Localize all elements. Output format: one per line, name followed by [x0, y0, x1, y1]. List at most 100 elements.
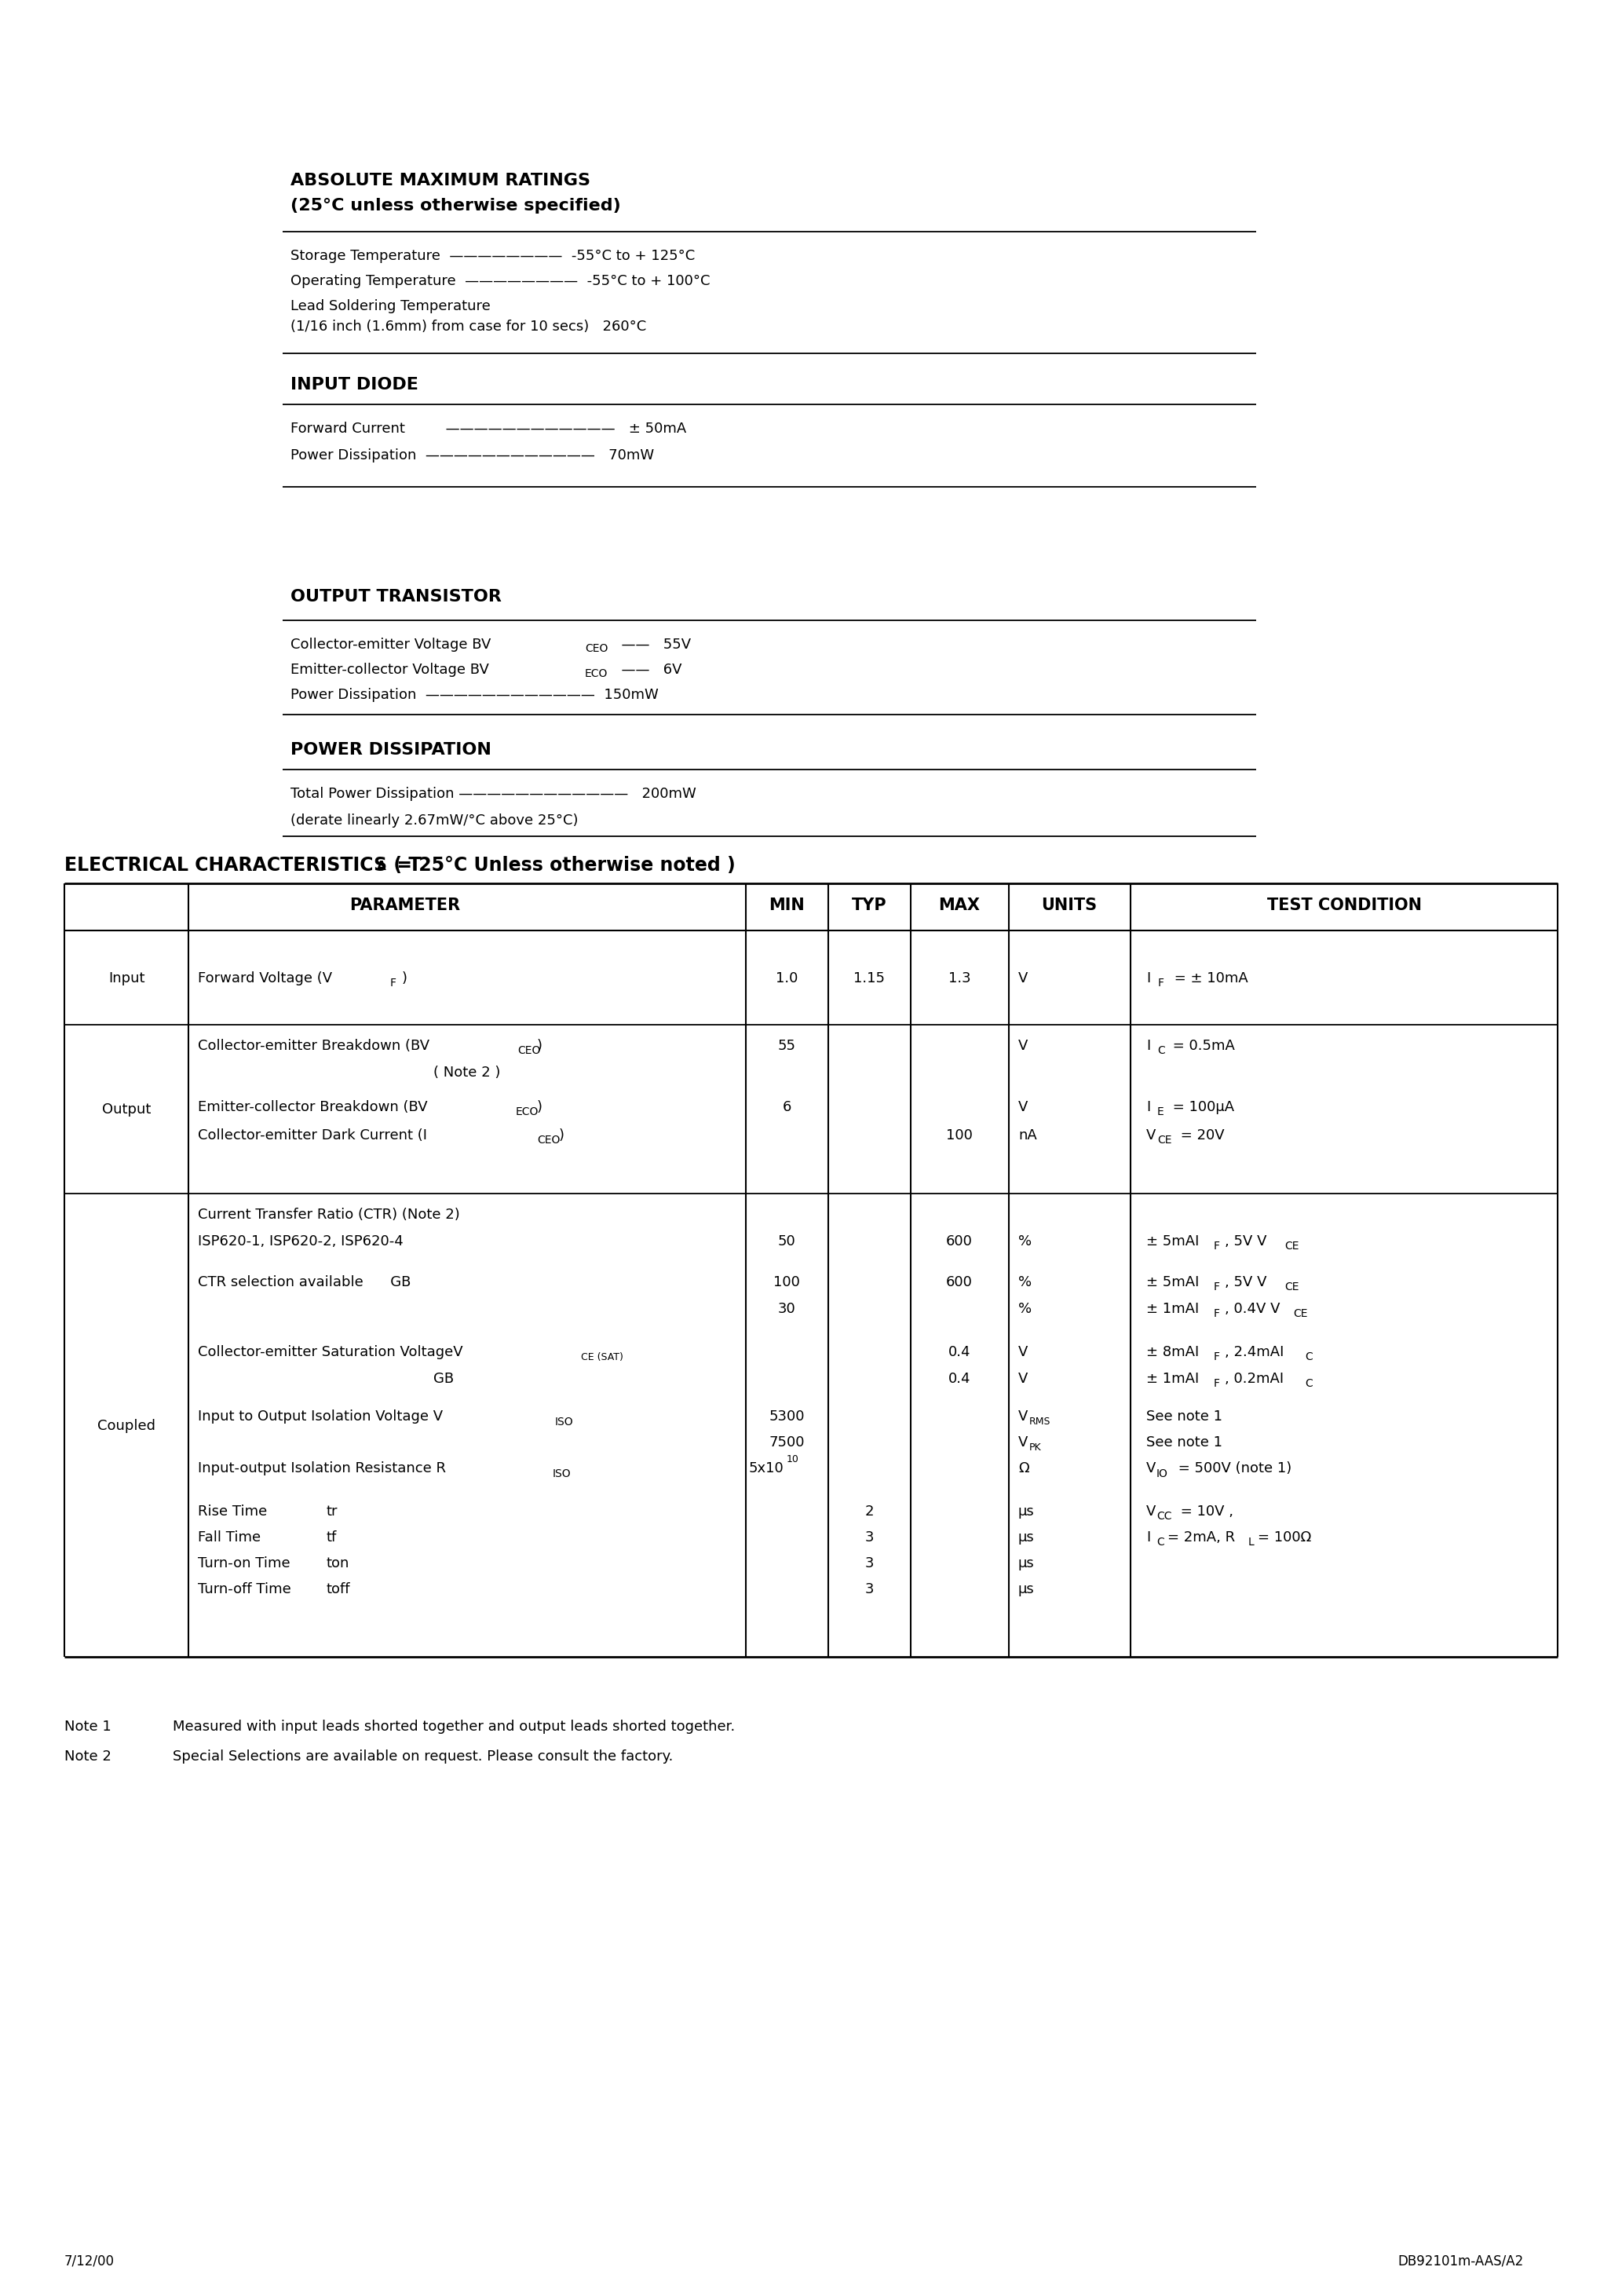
Text: 5300: 5300 [769, 1410, 805, 1424]
Text: ): ) [560, 1127, 564, 1143]
Text: 3: 3 [865, 1531, 874, 1545]
Text: CEO: CEO [517, 1045, 540, 1056]
Text: 3: 3 [865, 1557, 874, 1570]
Text: 0.4: 0.4 [949, 1345, 970, 1359]
Text: μs: μs [1019, 1504, 1035, 1518]
Text: Current Transfer Ratio (CTR) (Note 2): Current Transfer Ratio (CTR) (Note 2) [198, 1208, 461, 1221]
Text: See note 1: See note 1 [1147, 1410, 1223, 1424]
Text: toff: toff [326, 1582, 350, 1596]
Text: E: E [1156, 1107, 1165, 1118]
Text: I: I [1147, 971, 1150, 985]
Text: UNITS: UNITS [1041, 898, 1096, 914]
Text: = 500V (note 1): = 500V (note 1) [1174, 1460, 1291, 1476]
Text: Emitter-collector Voltage BV: Emitter-collector Voltage BV [290, 664, 488, 677]
Text: C: C [1304, 1378, 1312, 1389]
Text: See note 1: See note 1 [1147, 1435, 1223, 1449]
Text: Special Selections are available on request. Please consult the factory.: Special Selections are available on requ… [172, 1750, 673, 1763]
Text: Measured with input leads shorted together and output leads shorted together.: Measured with input leads shorted togeth… [172, 1720, 735, 1733]
Text: Output: Output [102, 1102, 151, 1116]
Text: ELECTRICAL CHARACTERISTICS ( T: ELECTRICAL CHARACTERISTICS ( T [65, 856, 422, 875]
Text: 7/12/00: 7/12/00 [65, 2255, 115, 2268]
Text: %: % [1019, 1302, 1032, 1316]
Text: C: C [1156, 1045, 1165, 1056]
Text: = 20V: = 20V [1176, 1127, 1225, 1143]
Text: CTR selection available      GB: CTR selection available GB [198, 1274, 410, 1290]
Text: 3: 3 [865, 1582, 874, 1596]
Text: POWER DISSIPATION: POWER DISSIPATION [290, 742, 491, 758]
Text: (25°C unless otherwise specified): (25°C unless otherwise specified) [290, 197, 621, 214]
Text: V: V [1147, 1460, 1156, 1476]
Text: ——   6V: —— 6V [613, 664, 681, 677]
Text: CE: CE [1285, 1281, 1299, 1293]
Text: OUTPUT TRANSISTOR: OUTPUT TRANSISTOR [290, 588, 501, 604]
Text: Forward Current         ————————————   ± 50mA: Forward Current ———————————— ± 50mA [290, 422, 686, 436]
Text: Input-output Isolation Resistance R: Input-output Isolation Resistance R [198, 1460, 446, 1476]
Text: Power Dissipation  ————————————  150mW: Power Dissipation ———————————— 150mW [290, 689, 659, 703]
Text: MAX: MAX [939, 898, 980, 914]
Text: 5x10: 5x10 [749, 1460, 783, 1476]
Text: = 100Ω: = 100Ω [1257, 1531, 1311, 1545]
Text: C: C [1304, 1352, 1312, 1362]
Text: = 25°C Unless otherwise noted ): = 25°C Unless otherwise noted ) [391, 856, 735, 875]
Text: 55: 55 [777, 1038, 796, 1054]
Text: ): ) [402, 971, 407, 985]
Text: ± 1mAI: ± 1mAI [1147, 1371, 1199, 1387]
Text: CE: CE [1293, 1309, 1307, 1320]
Text: Turn-on Time: Turn-on Time [198, 1557, 290, 1570]
Text: Note 1: Note 1 [65, 1720, 112, 1733]
Text: = 100μA: = 100μA [1168, 1100, 1234, 1114]
Text: ISO: ISO [553, 1469, 571, 1479]
Text: V: V [1019, 1100, 1028, 1114]
Text: Operating Temperature  ————————  -55°C to + 100°C: Operating Temperature ———————— -55°C to … [290, 273, 710, 289]
Text: 1.0: 1.0 [775, 971, 798, 985]
Text: INPUT DIODE: INPUT DIODE [290, 377, 418, 393]
Text: V: V [1019, 971, 1028, 985]
Text: , 5V V: , 5V V [1225, 1274, 1267, 1290]
Text: 0.4: 0.4 [949, 1371, 970, 1387]
Text: = 2mA, R: = 2mA, R [1168, 1531, 1234, 1545]
Text: , 2.4mAI: , 2.4mAI [1225, 1345, 1285, 1359]
Text: F: F [1158, 978, 1165, 990]
Text: V: V [1147, 1127, 1156, 1143]
Text: Turn-off Time: Turn-off Time [198, 1582, 290, 1596]
Text: Power Dissipation  ————————————   70mW: Power Dissipation ———————————— 70mW [290, 448, 654, 461]
Text: = 10V ,: = 10V , [1176, 1504, 1233, 1518]
Text: V: V [1019, 1410, 1028, 1424]
Text: Coupled: Coupled [97, 1419, 156, 1433]
Text: 1.15: 1.15 [853, 971, 884, 985]
Text: 600: 600 [946, 1274, 973, 1290]
Text: , 0.4V V: , 0.4V V [1225, 1302, 1280, 1316]
Text: F: F [1213, 1281, 1220, 1293]
Text: 600: 600 [946, 1235, 973, 1249]
Text: 50: 50 [777, 1235, 796, 1249]
Text: I: I [1147, 1100, 1150, 1114]
Text: V: V [1019, 1345, 1028, 1359]
Text: Collector-emitter Saturation VoltageV: Collector-emitter Saturation VoltageV [198, 1345, 462, 1359]
Text: μs: μs [1019, 1582, 1035, 1596]
Text: Collector-emitter Dark Current (I: Collector-emitter Dark Current (I [198, 1127, 427, 1143]
Text: (1/16 inch (1.6mm) from case for 10 secs)   260°C: (1/16 inch (1.6mm) from case for 10 secs… [290, 319, 646, 333]
Text: ECO: ECO [586, 668, 608, 680]
Text: Rise Time: Rise Time [198, 1504, 268, 1518]
Text: 100: 100 [946, 1127, 973, 1143]
Text: F: F [1213, 1309, 1220, 1320]
Text: I: I [1147, 1038, 1150, 1054]
Text: Collector-emitter Breakdown (BV: Collector-emitter Breakdown (BV [198, 1038, 430, 1054]
Text: TEST CONDITION: TEST CONDITION [1267, 898, 1421, 914]
Text: ton: ton [326, 1557, 349, 1570]
Text: V: V [1019, 1435, 1028, 1449]
Text: A: A [376, 861, 386, 872]
Text: F: F [1213, 1240, 1220, 1251]
Text: Fall Time: Fall Time [198, 1531, 261, 1545]
Text: Input to Output Isolation Voltage V: Input to Output Isolation Voltage V [198, 1410, 443, 1424]
Text: IO: IO [1156, 1469, 1168, 1479]
Text: ABSOLUTE MAXIMUM RATINGS: ABSOLUTE MAXIMUM RATINGS [290, 172, 590, 188]
Text: Ω: Ω [1019, 1460, 1028, 1476]
Text: CE: CE [1285, 1240, 1299, 1251]
Text: I: I [1147, 1531, 1150, 1545]
Text: μs: μs [1019, 1531, 1035, 1545]
Text: GB: GB [433, 1371, 454, 1387]
Text: Emitter-collector Breakdown (BV: Emitter-collector Breakdown (BV [198, 1100, 428, 1114]
Text: CE (SAT): CE (SAT) [581, 1352, 623, 1362]
Text: ISP620-1, ISP620-2, ISP620-4: ISP620-1, ISP620-2, ISP620-4 [198, 1235, 404, 1249]
